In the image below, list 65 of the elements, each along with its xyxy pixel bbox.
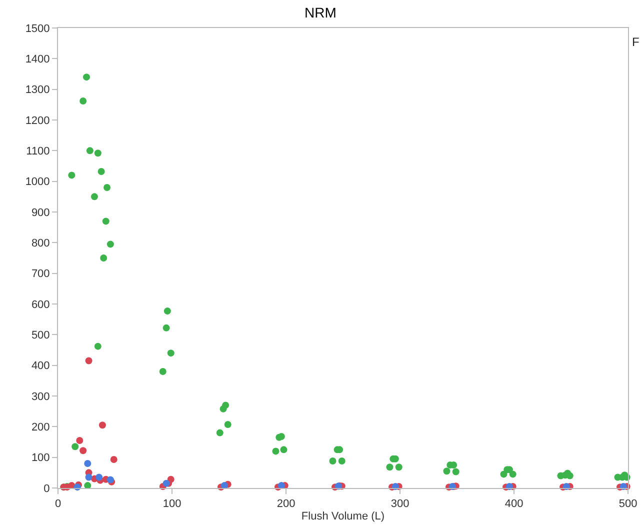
point: [85, 474, 92, 481]
point: [100, 254, 108, 262]
point: [90, 193, 98, 200]
point: [443, 468, 450, 475]
point: [98, 168, 105, 176]
point: [386, 464, 394, 471]
point: [272, 448, 280, 455]
y-tick-label: 1100: [26, 146, 50, 158]
point: [167, 350, 174, 357]
x-tick-label: 100: [162, 498, 182, 510]
point: [329, 458, 336, 465]
point: [96, 474, 103, 481]
point: [164, 308, 171, 315]
y-tick-label: 1500: [25, 22, 50, 35]
point: [76, 436, 84, 444]
y-tick-label: 300: [31, 390, 50, 403]
y-tick-label: 1300: [25, 84, 50, 96]
x-axis-title: Flush Volume (L): [301, 510, 385, 522]
point: [85, 357, 92, 364]
text: F: [632, 35, 640, 49]
point: [509, 470, 516, 478]
point: [80, 447, 87, 454]
point: [338, 458, 346, 465]
point: [159, 368, 166, 375]
y-tick-label: 900: [31, 206, 50, 219]
x-tick-label: 300: [390, 498, 410, 510]
point: [162, 324, 170, 332]
point: [222, 402, 230, 409]
point: [452, 468, 460, 476]
point: [84, 460, 92, 467]
point: [216, 429, 224, 436]
y-tick-label: 0: [44, 482, 50, 495]
y-tick-label: 1400: [25, 54, 50, 66]
point: [72, 443, 79, 450]
x-tick-label: 0: [54, 498, 62, 510]
point: [94, 150, 102, 157]
x-tick-label: 200: [276, 498, 296, 510]
point: [86, 147, 94, 154]
point: [106, 240, 114, 248]
point: [167, 476, 174, 483]
point: [110, 456, 118, 463]
point: [224, 421, 232, 428]
point: [94, 342, 102, 350]
y-tick-label: 600: [31, 298, 50, 311]
point: [68, 172, 76, 179]
point: [98, 422, 106, 429]
point: [162, 480, 170, 487]
y-tick-label: 500: [31, 330, 50, 342]
point: [566, 472, 574, 480]
y-tick-label: 1200: [25, 114, 50, 127]
x-tick-label: 400: [504, 498, 524, 510]
y-tick-label: 700: [31, 268, 50, 280]
y-tick-label: 1000: [25, 176, 50, 188]
y-tick-label: 200: [31, 422, 50, 434]
x-tick-label: 500: [618, 498, 638, 510]
point: [80, 97, 87, 104]
y-tick-label: 800: [31, 238, 50, 250]
y-tick-label: 400: [31, 360, 50, 372]
point: [83, 74, 90, 81]
y-tick-label: 100: [31, 452, 50, 464]
point: [280, 446, 288, 454]
point: [104, 184, 111, 191]
chart-title: NRM: [304, 4, 336, 21]
point: [102, 218, 110, 225]
point: [395, 464, 402, 471]
